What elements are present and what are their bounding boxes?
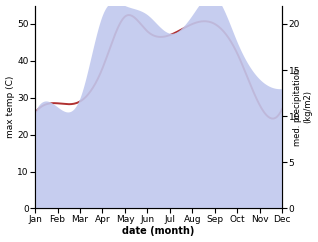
X-axis label: date (month): date (month)	[122, 227, 195, 236]
Y-axis label: med. precipitation
(kg/m2): med. precipitation (kg/m2)	[293, 68, 313, 146]
Y-axis label: max temp (C): max temp (C)	[5, 76, 15, 138]
